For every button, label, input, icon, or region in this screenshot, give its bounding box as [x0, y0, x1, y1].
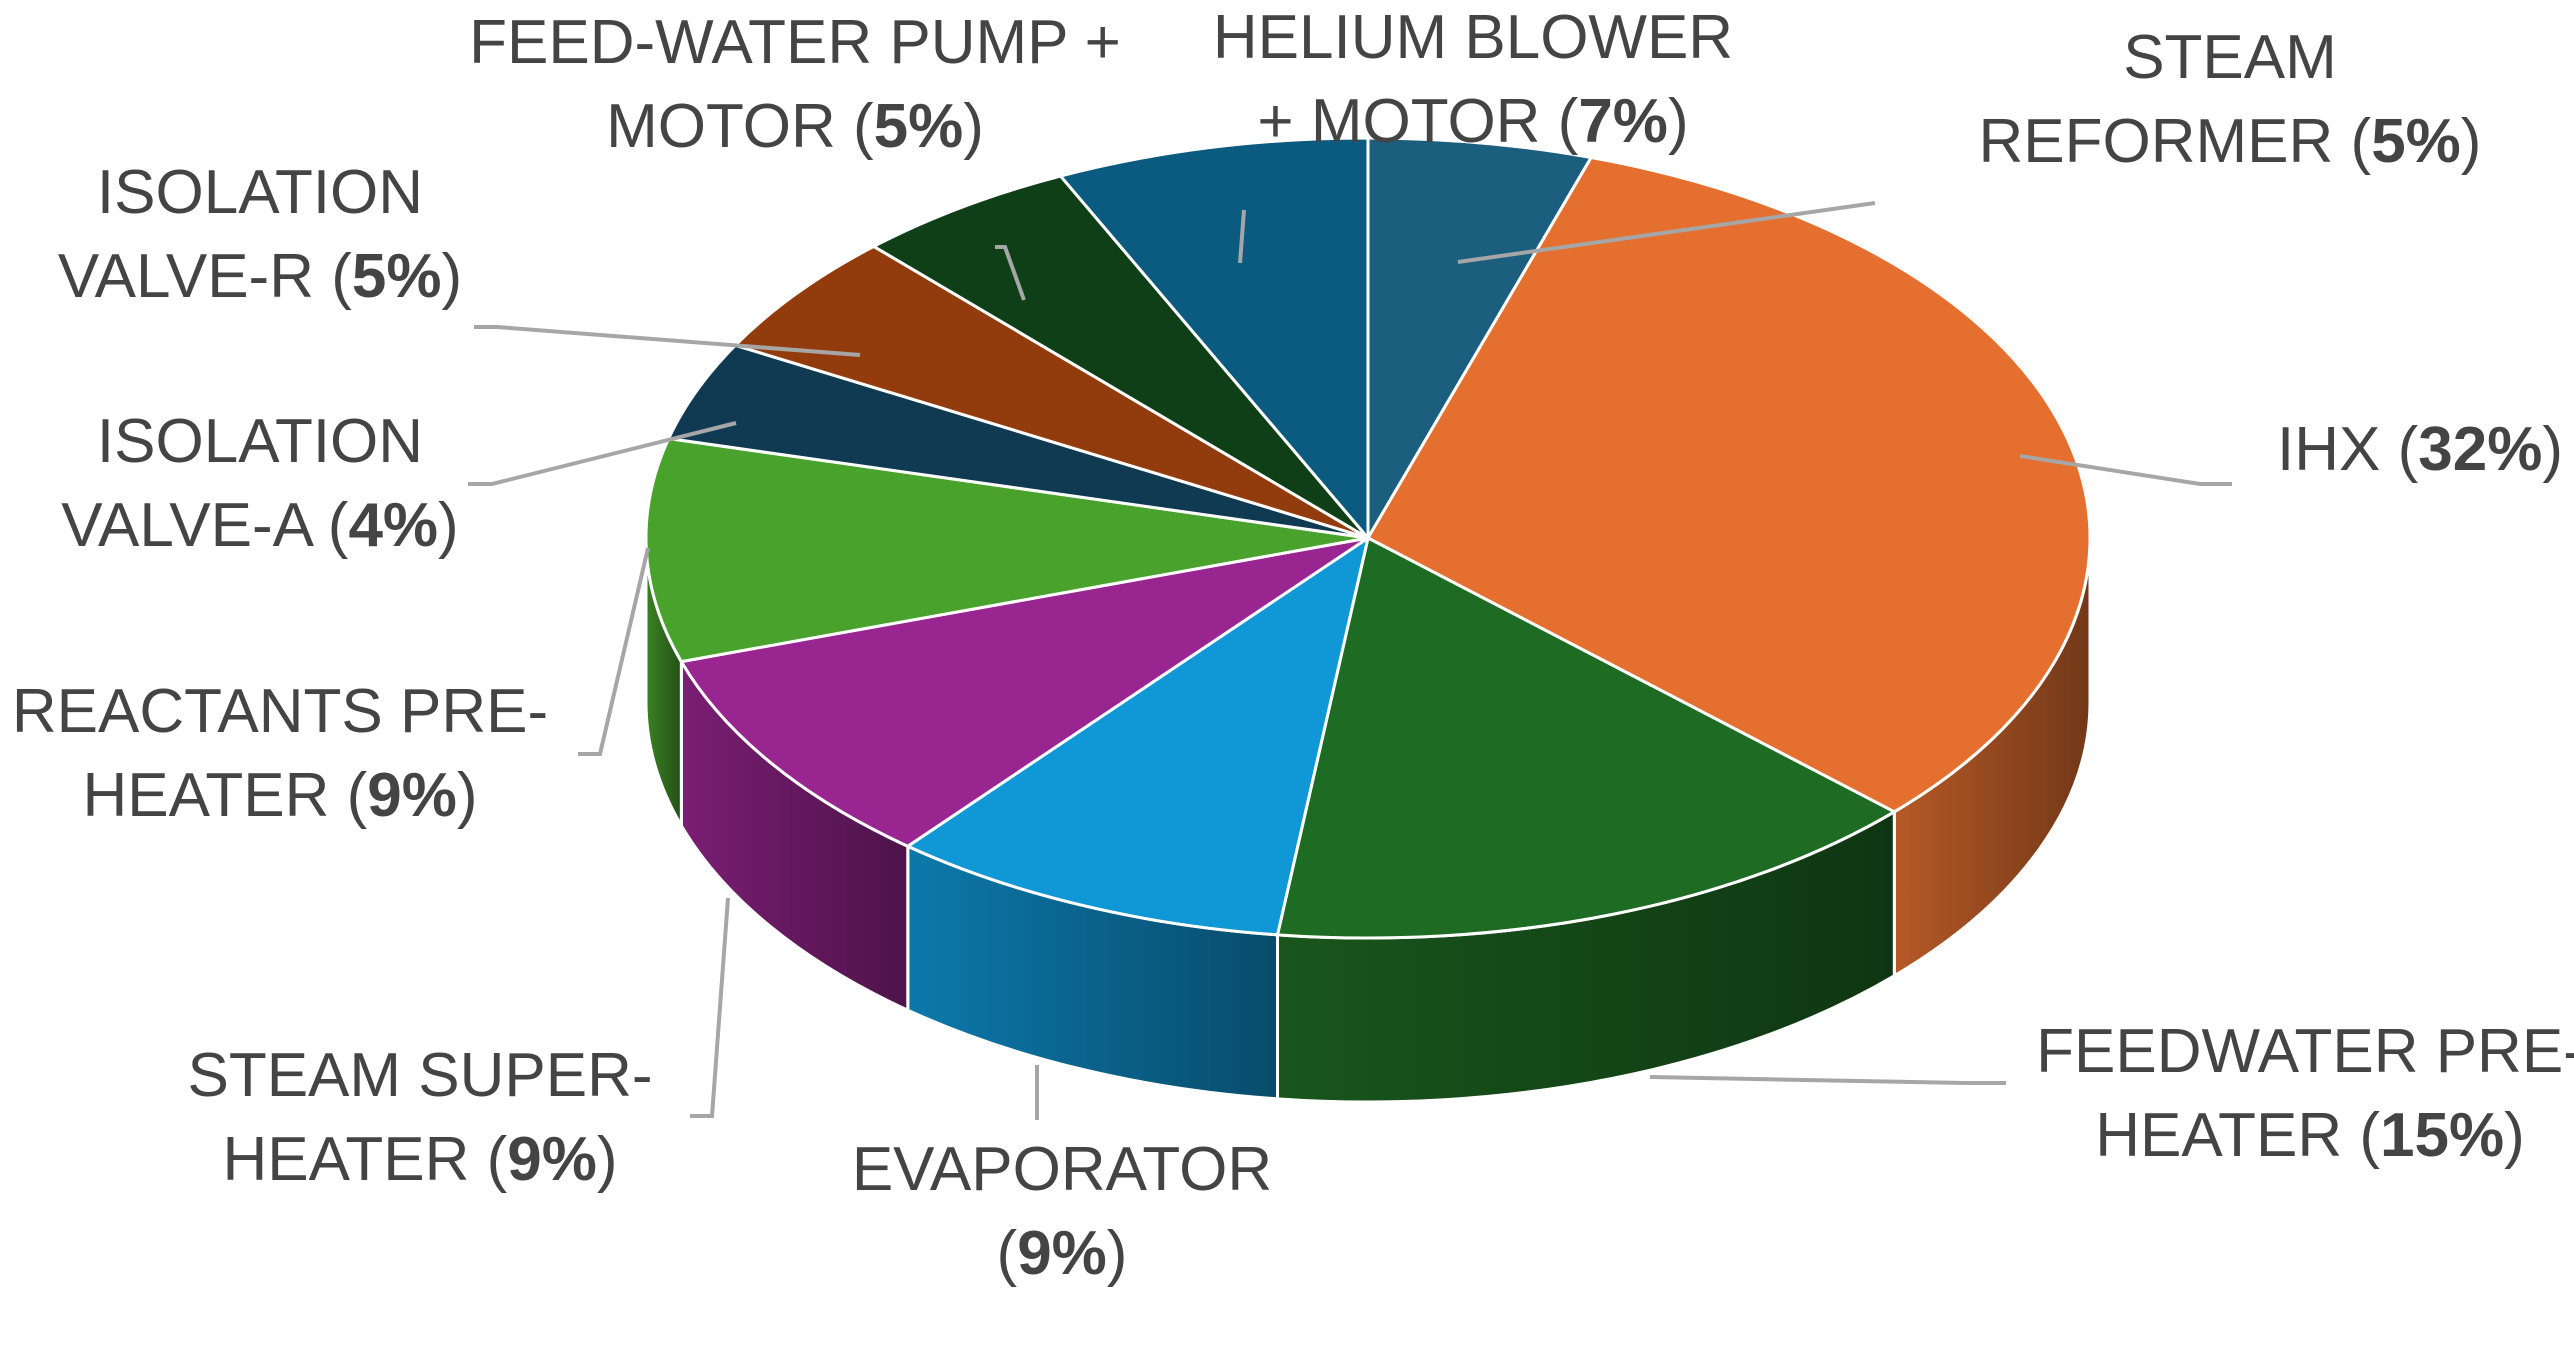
- data-label-8: FEED-WATER PUMP + MOTOR (5%): [469, 8, 1121, 161]
- pie-sides: [644, 537, 2092, 1104]
- leader-lines: [468, 201, 2232, 1120]
- data-label-0-line-1: REFORMER (5%): [1979, 107, 2482, 176]
- data-label-2-line-0: FEEDWATER PRE-: [2036, 1017, 2574, 1086]
- data-label-7-line-0: ISOLATION: [97, 158, 423, 227]
- data-label-2-line-1: HEATER (15%): [2095, 1101, 2525, 1170]
- leader-line-4: [690, 897, 730, 1118]
- leader-line-8: [995, 245, 1026, 301]
- data-label-5-line-1: HEATER (9%): [82, 761, 477, 830]
- data-label-8-line-0: FEED-WATER PUMP +: [469, 8, 1121, 77]
- data-label-2: FEEDWATER PRE- HEATER (15%): [2036, 1017, 2574, 1170]
- data-label-6: ISOLATION VALVE-A (4%): [61, 407, 458, 560]
- data-label-6-line-1: VALVE-A (4%): [61, 491, 458, 560]
- leader-line-7: [474, 325, 861, 357]
- data-label-5-line-0: REACTANTS PRE-: [12, 677, 548, 746]
- data-label-9-line-0: HELIUM BLOWER: [1213, 3, 1733, 72]
- data-label-4: STEAM SUPER- HEATER (9%): [187, 1041, 652, 1194]
- pie-slice-4: [679, 536, 1370, 848]
- data-label-7-line-1: VALVE-R (5%): [58, 242, 462, 311]
- data-label-1: IHX (32%): [2277, 415, 2563, 484]
- pie-slice-0: [1366, 136, 1593, 540]
- data-label-3-line-0: EVAPORATOR: [852, 1135, 1272, 1204]
- leader-line-5: [578, 547, 650, 756]
- pie-slice-3: [906, 536, 1370, 937]
- pie-slice-9: [1059, 136, 1370, 540]
- data-label-6-line-0: ISOLATION: [97, 407, 423, 476]
- pie-slice-1: [1366, 156, 2092, 814]
- data-label-0: STEAM REFORMER (5%): [1979, 23, 2482, 176]
- data-labels: STEAM REFORMER (5%) IHX (32%) FEEDWATER PRE…: [12, 3, 2574, 1288]
- data-label-9-line-1: + MOTOR (7%): [1257, 87, 1688, 156]
- leader-line-6: [468, 421, 737, 486]
- data-label-1-line-0: IHX (32%): [2277, 415, 2563, 484]
- data-label-4-line-1: HEATER (9%): [222, 1125, 617, 1194]
- pie-slice-7: [733, 244, 1370, 540]
- leader-line-1: [2019, 454, 2232, 486]
- data-label-3-line-1: (9%): [997, 1219, 1128, 1288]
- pie-slice-2: [1276, 536, 1896, 940]
- pie-tops: [644, 136, 2092, 940]
- data-label-5: REACTANTS PRE- HEATER (9%): [12, 677, 548, 830]
- data-label-9: HELIUM BLOWER + MOTOR (7%): [1213, 3, 1733, 156]
- data-label-3: EVAPORATOR (9%): [852, 1135, 1272, 1288]
- data-label-8-line-1: MOTOR (5%): [606, 92, 984, 161]
- data-label-7: ISOLATION VALVE-R (5%): [58, 158, 462, 311]
- leader-line-2: [1649, 1075, 2006, 1085]
- leader-line-0: [1457, 201, 1876, 264]
- data-label-4-line-0: STEAM SUPER-: [187, 1041, 652, 1110]
- data-label-0-line-0: STEAM: [2123, 23, 2337, 92]
- pie-slice-8: [872, 174, 1370, 540]
- leader-line-9: [1238, 209, 1246, 264]
